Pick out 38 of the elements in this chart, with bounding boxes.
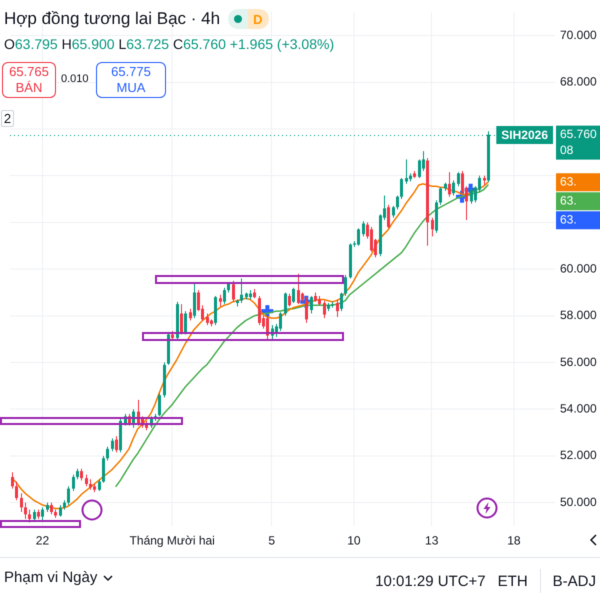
y-tick-label: 68.000 <box>560 74 598 89</box>
y-tick-label: 54.000 <box>560 402 598 416</box>
annotation: MUA <box>116 80 146 96</box>
text: ETH <box>498 572 528 590</box>
sell-button: 65.765 BÁN <box>2 62 56 98</box>
x-tick-label: 10 <box>347 534 361 548</box>
text: Phạm vi Ngày <box>4 569 98 586</box>
buy-button: 65.775 MUA <box>96 62 166 98</box>
text: 10:01:29 UTC+7 <box>375 572 486 590</box>
x-tick-label: 22 <box>36 534 50 548</box>
x-tick-label: 18 <box>507 534 521 548</box>
y-tick-label: 50.000 <box>560 494 598 509</box>
x-tick-label: 5 <box>268 534 276 548</box>
x-tick-label: 13 <box>425 534 439 548</box>
y-tick-label: 70.000 <box>560 28 598 42</box>
text: 63. <box>560 194 577 208</box>
y-tick-label: 58.000 <box>560 308 598 322</box>
candlestick <box>331 302 334 308</box>
annotation: D <box>248 9 270 29</box>
y-tick-label: 52.000 <box>560 448 598 462</box>
label-box: 2 <box>1 110 14 127</box>
annotation: 65.765 <box>9 64 49 80</box>
chart-title: Hợp đồng tương lai Bạc · 4h <box>4 9 220 29</box>
text: B-ADJ <box>552 572 596 590</box>
ref-line-label: SIH2026 <box>501 128 548 142</box>
annotation: 0.010 <box>61 73 89 85</box>
text: O63.795 H65.900 L63.725 C65.760 +1.965 (+3.08%) <box>4 36 334 52</box>
annotation: 65.775 <box>111 64 151 80</box>
candlestick <box>405 159 408 184</box>
text: 65.760 <box>560 126 598 141</box>
y-tick-label: 60.000 <box>560 261 598 276</box>
text: 08 <box>560 142 574 157</box>
text: 63. <box>560 212 577 227</box>
x-tick-label: Tháng Mười hai <box>130 534 215 548</box>
text: 63. <box>560 174 577 189</box>
point <box>259 303 276 320</box>
y-tick-label: 56.000 <box>560 354 598 369</box>
annotation: BÁN <box>16 80 42 96</box>
